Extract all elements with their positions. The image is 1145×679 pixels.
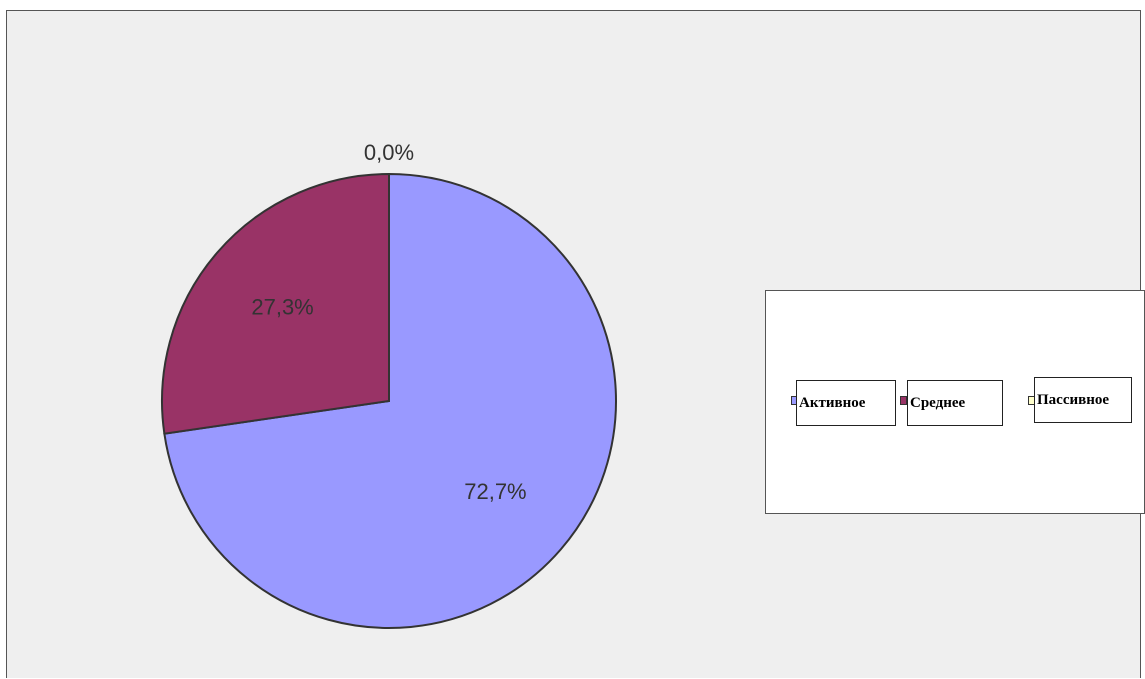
- slice-medium: [161, 172, 390, 435]
- legend-label-active: Активное: [796, 380, 896, 426]
- chart-area: 72,7% 27,3% 0,0% Активное Среднее Пассивно…: [6, 10, 1145, 678]
- slice-label-medium: 27,3%: [251, 295, 313, 320]
- legend-label-medium: Среднее: [907, 380, 1003, 426]
- legend-swatch-medium: [900, 396, 907, 405]
- slice-active: [163, 172, 617, 629]
- slice-label-passive: 0,0%: [364, 140, 414, 165]
- legend-label-passive: Пассивное: [1034, 377, 1132, 423]
- legend: Активное Среднее Пассивное: [765, 290, 1145, 514]
- slice-label-active: 72,7%: [464, 479, 526, 504]
- pie-chart: 72,7% 27,3% 0,0%: [161, 140, 617, 629]
